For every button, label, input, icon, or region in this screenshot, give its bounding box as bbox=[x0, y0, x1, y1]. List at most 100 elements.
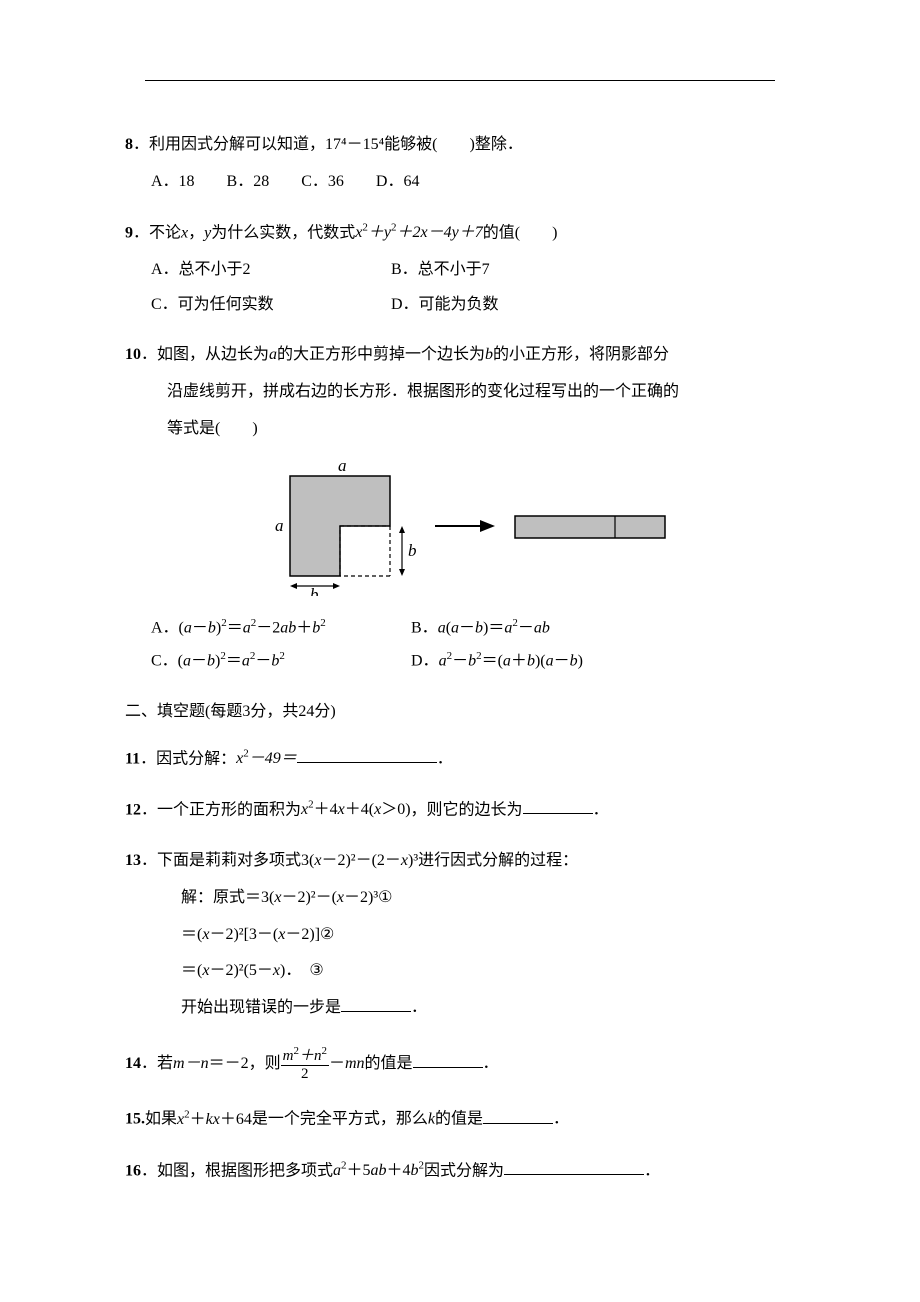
q11-period: ． bbox=[437, 750, 453, 767]
q10-svg: a a b b bbox=[250, 456, 670, 596]
q13-s0a: 解：原式＝3( bbox=[181, 889, 274, 906]
q10-number: 10 bbox=[125, 346, 141, 363]
question-13: 13．下面是莉莉对多项式3(x－2)²－(2－x)³进行因式分解的过程： 解：原… bbox=[125, 847, 795, 1023]
q10-optB: B．a(a－b)＝a2－ab bbox=[411, 614, 550, 643]
q13-s2v2: x bbox=[273, 962, 280, 979]
header-rule bbox=[145, 80, 775, 81]
label-b-bottom: b bbox=[310, 585, 319, 596]
q12-mid: ，则它的边长为 bbox=[411, 801, 523, 818]
q10-t2: 的大正方形中剪掉一个边长为 bbox=[277, 346, 485, 363]
q16-number: 16 bbox=[125, 1162, 141, 1179]
q8-text: ．利用因式分解可以知道，17⁴－15⁴能够被( )整除． bbox=[133, 136, 523, 153]
q13-s1c: －2)] bbox=[285, 926, 320, 943]
q13-c3: ③ bbox=[309, 962, 323, 979]
q14-period: ． bbox=[483, 1055, 499, 1072]
q13-step3: ＝(x－2)²(5－x)． ③ bbox=[125, 957, 795, 986]
q14-l4: 的值是 bbox=[365, 1055, 413, 1072]
q14-l1: ．若 bbox=[141, 1055, 173, 1072]
q15-period: ． bbox=[553, 1111, 569, 1128]
q12-expr: x2＋4x＋4(x＞0) bbox=[301, 801, 411, 818]
q12-text: ．一个正方形的面积为 bbox=[141, 801, 301, 818]
q10-l3: 等式是( ) bbox=[125, 415, 795, 444]
q10-optC: C．(a－b)2＝a2－b2 bbox=[151, 647, 411, 676]
q14-blank bbox=[413, 1050, 483, 1068]
q13-step1: 解：原式＝3(x－2)²－(x－2)³① bbox=[125, 884, 795, 913]
q13-period: ． bbox=[411, 999, 427, 1016]
q15-l1: 如果 bbox=[145, 1111, 177, 1128]
q15-number: 15. bbox=[125, 1111, 145, 1128]
q9-optA: A．总不小于2 bbox=[151, 256, 391, 285]
q13-l2: －2)²－(2－ bbox=[321, 852, 400, 869]
q14-l3: － bbox=[329, 1055, 345, 1072]
q8-stem: 8．利用因式分解可以知道，17⁴－15⁴能够被( )整除． bbox=[125, 131, 795, 160]
question-15: 15.如果x2＋kx＋64是一个完全平方式，那么k的值是 ． bbox=[125, 1105, 795, 1134]
question-10: 10．如图，从边长为a的大正方形中剪掉一个边长为b的小正方形，将阴影部分 沿虚线… bbox=[125, 341, 795, 676]
q15-l3: 的值是 bbox=[435, 1111, 483, 1128]
q10-optA: A．(a－b)2＝a2－2ab＋b2 bbox=[151, 614, 411, 643]
q9-expr: x2＋y2＋2x－4y＋7 bbox=[355, 224, 483, 241]
q8-number: 8 bbox=[125, 136, 133, 153]
q14-mn: m－n bbox=[173, 1055, 209, 1072]
q10-optD: D．a2－b2＝(a＋b)(a－b) bbox=[411, 647, 583, 676]
q13-s2a: ＝( bbox=[181, 962, 202, 979]
q10-t3: 的小正方形，将阴影部分 bbox=[493, 346, 669, 363]
q10-figure: a a b b bbox=[125, 456, 795, 596]
q16-period: ． bbox=[644, 1162, 660, 1179]
q13-l4: 开始出现错误的一步是 bbox=[181, 999, 341, 1016]
q15-l2: 是一个完全平方式，那么 bbox=[252, 1111, 428, 1128]
q9-row1: A．总不小于2 B．总不小于7 bbox=[125, 256, 795, 285]
q9-m2: 为什么实数，代数式 bbox=[211, 224, 355, 241]
q14-l2: ＝－2，则 bbox=[209, 1055, 281, 1072]
q13-s2c: )． bbox=[280, 962, 293, 979]
q16-expr: a2＋5ab＋4b2 bbox=[333, 1162, 424, 1179]
q15-blank bbox=[483, 1106, 553, 1124]
q9-optB: B．总不小于7 bbox=[391, 256, 490, 285]
q8-options: A．18 B．28 C．36 D．64 bbox=[125, 168, 795, 197]
question-11: 11．因式分解：x2－49＝ ． bbox=[125, 745, 795, 774]
q13-s0v2: x bbox=[337, 889, 344, 906]
q14-number: 14 bbox=[125, 1055, 141, 1072]
q13-number: 13 bbox=[125, 852, 141, 869]
q16-l1: ．如图，根据图形把多项式 bbox=[141, 1162, 333, 1179]
q9-tail: 的值( ) bbox=[483, 224, 558, 241]
q10-row1: A．(a－b)2＝a2－2ab＋b2 B．a(a－b)＝a2－ab bbox=[125, 614, 795, 643]
q13-c2: ② bbox=[320, 926, 334, 943]
q13-s1a: ＝( bbox=[181, 926, 202, 943]
label-b-right: b bbox=[408, 541, 417, 560]
question-14: 14．若m－n＝－2，则m2＋n22－mn的值是． bbox=[125, 1045, 795, 1084]
q15-k: k bbox=[428, 1111, 435, 1128]
q13-l1: ．下面是莉莉对多项式3( bbox=[141, 852, 314, 869]
label-a-left: a bbox=[275, 516, 284, 535]
q11-blank bbox=[297, 745, 437, 763]
q10-l1: 10．如图，从边长为a的大正方形中剪掉一个边长为b的小正方形，将阴影部分 bbox=[125, 341, 795, 370]
q15-expr: x2＋kx＋64 bbox=[177, 1111, 252, 1128]
question-16: 16．如图，根据图形把多项式a2＋5ab＋4b2因式分解为 ． bbox=[125, 1157, 795, 1186]
q13-s1b: －2)²[3－( bbox=[209, 926, 278, 943]
question-12: 12．一个正方形的面积为x2＋4x＋4(x＞0)，则它的边长为 ． bbox=[125, 796, 795, 825]
q10-b1: b bbox=[485, 346, 493, 363]
q12-blank bbox=[523, 797, 593, 815]
q11-expr: x2－49＝ bbox=[236, 750, 297, 767]
q13-stem: 13．下面是莉莉对多项式3(x－2)²－(2－x)³进行因式分解的过程： bbox=[125, 847, 795, 876]
question-9: 9．不论x，y为什么实数，代数式x2＋y2＋2x－4y＋7的值( ) A．总不小… bbox=[125, 219, 795, 320]
q14-mn2: mn bbox=[345, 1055, 365, 1072]
label-a-top: a bbox=[338, 456, 347, 475]
q9-row2: C．可为任何实数 D．可能为负数 bbox=[125, 291, 795, 320]
q10-row2: C．(a－b)2＝a2－b2 D．a2－b2＝(a＋b)(a－b) bbox=[125, 647, 795, 676]
question-8: 8．利用因式分解可以知道，17⁴－15⁴能够被( )整除． A．18 B．28 … bbox=[125, 131, 795, 197]
q10-a1: a bbox=[269, 346, 277, 363]
q16-blank bbox=[504, 1157, 644, 1175]
q13-s0b: －2)²－( bbox=[281, 889, 336, 906]
q9-m1: ， bbox=[188, 224, 204, 241]
q13-l3: )³进行因式分解的过程： bbox=[408, 852, 578, 869]
q11-number: 11 bbox=[125, 750, 140, 767]
q16-l2: 因式分解为 bbox=[424, 1162, 504, 1179]
q9-number: 9 bbox=[125, 224, 133, 241]
q9-stem: 9．不论x，y为什么实数，代数式x2＋y2＋2x－4y＋7的值( ) bbox=[125, 219, 795, 248]
q11-text: ．因式分解： bbox=[140, 750, 236, 767]
q12-number: 12 bbox=[125, 801, 141, 818]
q13-blank bbox=[341, 995, 411, 1013]
q13-s2b: －2)²(5－ bbox=[209, 962, 272, 979]
q10-t1: ．如图，从边长为 bbox=[141, 346, 269, 363]
q12-period: ． bbox=[593, 801, 609, 818]
